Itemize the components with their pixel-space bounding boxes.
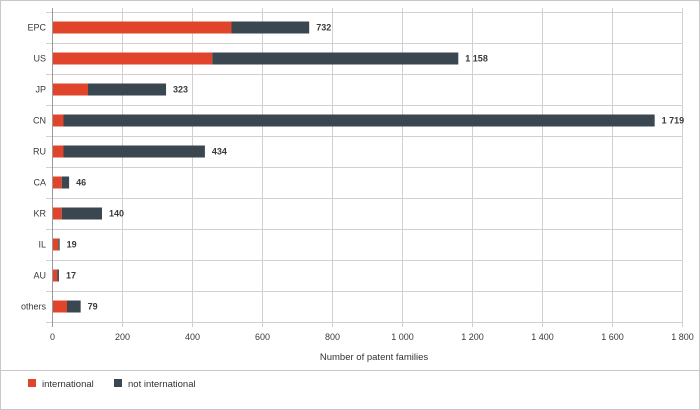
total-label-others: 79 [88, 302, 98, 312]
x-tick-label: 800 [325, 332, 340, 342]
bar-international-cn [53, 114, 64, 127]
bar-not-international-ru [63, 145, 205, 158]
legend-label-international: international [42, 379, 94, 390]
x-tick-label: 400 [185, 332, 200, 342]
total-label-il: 19 [67, 240, 77, 250]
bar-international-others [53, 300, 67, 313]
category-label-ru: RU [33, 147, 46, 157]
bars [53, 21, 655, 313]
bar-international-kr [53, 207, 62, 220]
x-axis-title: Number of patent families [320, 352, 428, 363]
category-label-il: IL [38, 240, 46, 250]
bar-international-au [53, 269, 58, 282]
x-tick-label: 600 [255, 332, 270, 342]
bar-international-us [53, 52, 213, 65]
x-tick-label: 1 800 [671, 332, 694, 342]
category-label-epc: EPC [27, 23, 46, 33]
bar-international-epc [53, 21, 232, 34]
bar-not-international-kr [61, 207, 102, 220]
category-label-ca: CA [33, 178, 46, 188]
legend-swatch-not-international [114, 379, 122, 387]
labels: 0 200 400 600 800 1 000 1 200 1 400 1 600 1 800 EP… [21, 23, 694, 343]
category-label-jp: JP [35, 85, 46, 95]
category-label-au: AU [33, 271, 46, 281]
bar-international-ru [53, 145, 64, 158]
x-tick-label: 1 000 [391, 332, 414, 342]
total-label-ru: 434 [212, 147, 227, 157]
bar-international-ca [53, 176, 62, 189]
bar-not-international-jp [88, 83, 167, 96]
x-tick-label: 200 [115, 332, 130, 342]
legend-label-not-international: not international [128, 379, 196, 390]
bar-not-international-us [212, 52, 459, 65]
total-label-epc: 732 [316, 23, 331, 33]
grid-lines [46, 8, 683, 327]
bar-not-international-au [57, 269, 59, 282]
legend-swatch-international [28, 379, 36, 387]
x-tick-label: 0 [50, 332, 55, 342]
category-label-others: others [21, 302, 47, 312]
bar-not-international-epc [231, 21, 310, 34]
category-label-cn: CN [33, 116, 46, 126]
total-label-ca: 46 [76, 178, 86, 188]
total-label-kr: 140 [109, 209, 124, 219]
bar-not-international-il [58, 238, 60, 251]
total-label-cn: 1 719 [662, 116, 685, 126]
legend: international not international [28, 379, 196, 390]
x-tick-label: 1 200 [461, 332, 484, 342]
x-tick-label: 1 600 [601, 332, 624, 342]
bar-international-il [53, 238, 59, 251]
total-label-au: 17 [66, 271, 76, 281]
bar-not-international-cn [63, 114, 655, 127]
bar-not-international-others [67, 300, 81, 313]
bar-not-international-ca [61, 176, 70, 189]
category-label-kr: KR [33, 209, 46, 219]
total-label-us: 1 158 [465, 54, 488, 64]
category-label-us: US [33, 54, 46, 64]
bar-international-jp [53, 83, 88, 96]
total-label-jp: 323 [173, 85, 188, 95]
x-tick-label: 1 400 [531, 332, 554, 342]
